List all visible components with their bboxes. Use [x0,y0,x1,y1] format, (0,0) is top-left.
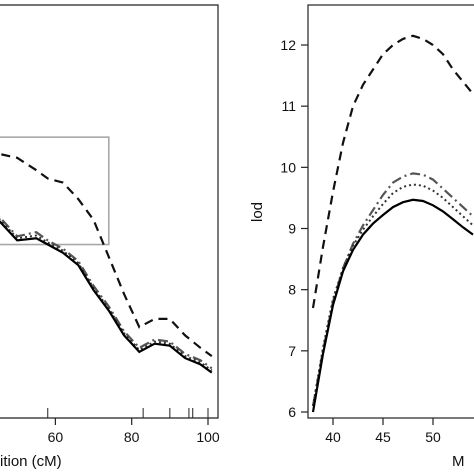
left-panel-lines [0,152,213,374]
zoom-region-box [0,136,110,246]
right-x-tick-label: 45 [375,429,391,445]
left-series-line-dotted [0,218,213,372]
right-panel-axes: 6 7 8 9 10 11 12 40 45 50 [280,37,441,445]
left-series-line-dash-dot [0,215,213,370]
right-y-tick-label: 10 [280,159,296,175]
right-y-tick-label: 7 [288,343,296,359]
left-panel-frame [0,4,219,419]
left-x-tick-label: 100 [196,429,220,445]
right-series-line-solid [311,198,474,413]
right-y-tick-label: 6 [288,404,296,420]
right-series-line-dashed [311,34,474,309]
right-panel-lines [311,34,474,413]
left-x-axis-title: ition (cM) [0,453,62,470]
right-panel-frame [307,4,474,419]
left-x-tick-label: 60 [48,429,64,445]
right-y-tick-label: 8 [288,282,296,298]
right-y-tick-label: 11 [281,98,296,114]
right-x-tick-label: 40 [325,429,341,445]
right-y-tick-label: 12 [280,37,296,53]
left-panel-x-axis: 60 80 100 [47,408,220,445]
left-series-line-dashed [0,152,213,357]
left-series-line-solid [0,220,213,374]
right-y-axis-title: lod [249,202,266,222]
right-series-line-dotted [312,183,474,407]
left-x-tick-label: 80 [124,429,140,445]
right-x-axis-title: M [452,453,465,470]
right-x-tick-label: 50 [425,429,441,445]
right-y-tick-label: 9 [288,221,296,237]
